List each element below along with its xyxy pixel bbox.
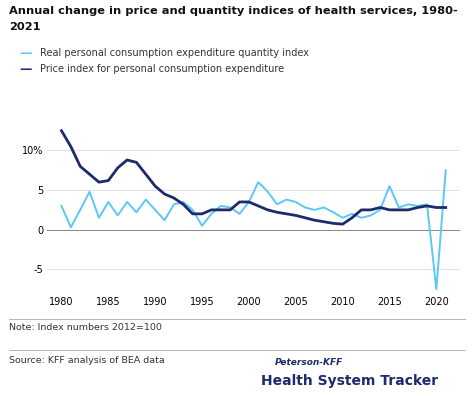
Text: Source: KFF analysis of BEA data: Source: KFF analysis of BEA data: [9, 356, 165, 366]
Text: Real personal consumption expenditure quantity index: Real personal consumption expenditure qu…: [40, 48, 310, 59]
Text: Note: Index numbers 2012=100: Note: Index numbers 2012=100: [9, 323, 163, 332]
Text: Price index for personal consumption expenditure: Price index for personal consumption exp…: [40, 64, 284, 74]
Text: Health System Tracker: Health System Tracker: [261, 374, 438, 388]
Text: Annual change in price and quantity indices of health services, 1980-: Annual change in price and quantity indi…: [9, 6, 458, 16]
Text: 2021: 2021: [9, 22, 41, 32]
Text: —: —: [19, 63, 31, 76]
Text: Peterson-KFF: Peterson-KFF: [275, 358, 343, 367]
Text: —: —: [19, 47, 31, 60]
